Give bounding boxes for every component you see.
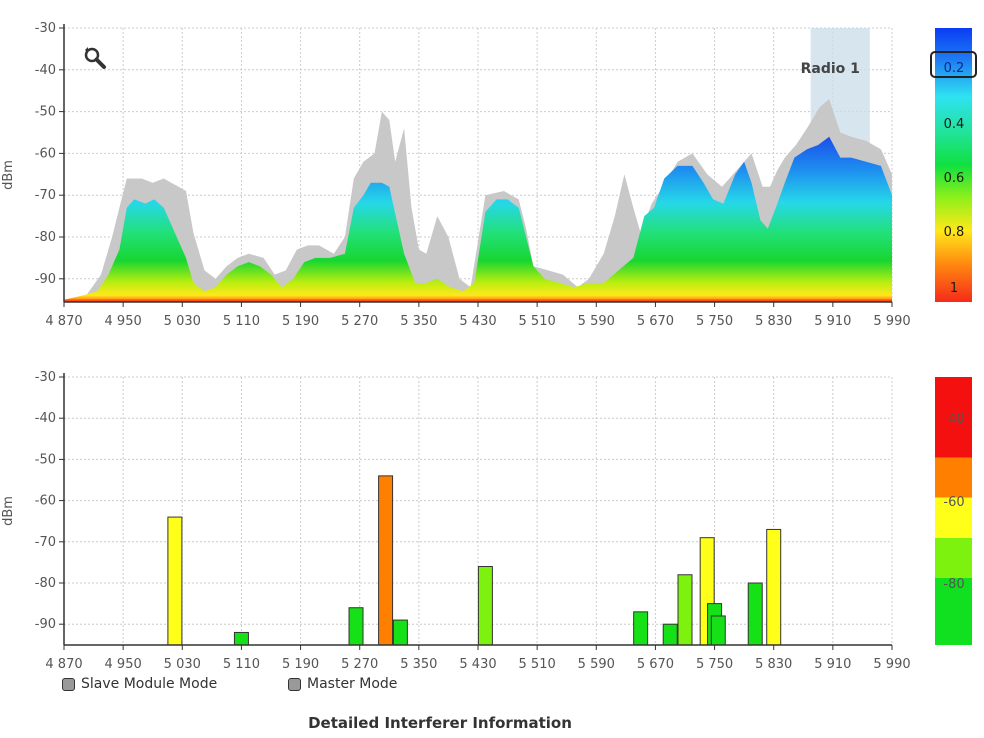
spectrum-y-axis-label: dBm xyxy=(1,160,16,190)
interferer-bar[interactable] xyxy=(392,619,408,646)
x-tick-label: 5 030 xyxy=(164,657,201,672)
legend-slave-module-mode[interactable]: Slave Module Mode xyxy=(62,676,217,692)
x-tick-label: 5 110 xyxy=(223,657,260,672)
y-tick-label: -60 xyxy=(35,494,56,509)
x-tick-label: 5 830 xyxy=(755,314,792,329)
interferer-bar[interactable] xyxy=(710,615,726,646)
x-tick-label: 4 950 xyxy=(105,657,142,672)
interferer-bar[interactable] xyxy=(747,582,763,646)
x-tick-label: 5 910 xyxy=(814,657,851,672)
x-tick-label: 5 030 xyxy=(164,314,201,329)
y-tick-label: -90 xyxy=(35,617,56,632)
y-tick-label: -40 xyxy=(35,63,56,78)
density-scale-labels: 0.2 0.4 0.6 0.8 1 xyxy=(944,61,965,296)
interferer-bar[interactable] xyxy=(766,528,782,646)
dbm-scale-bar xyxy=(935,377,972,645)
zoom-reset-icon[interactable] xyxy=(84,47,106,69)
x-tick-label: 5 190 xyxy=(282,314,319,329)
x-tick-label: 5 430 xyxy=(459,314,496,329)
y-tick-label: -80 xyxy=(35,230,56,245)
dbm-scale-label: -60 xyxy=(943,495,964,510)
spectrum-chart[interactable]: Radio 1 -30 -40 -50 -60 -70 -80 -90 4 870 4 950 5… xyxy=(0,0,984,350)
legend-slave-label: Slave Module Mode xyxy=(81,676,218,692)
x-tick-label: 5 270 xyxy=(341,314,378,329)
density-scale-label: 0.6 xyxy=(944,171,965,186)
y-tick-label: -70 xyxy=(35,188,56,203)
x-tick-label: 5 430 xyxy=(459,657,496,672)
y-tick-label: -30 xyxy=(35,370,56,385)
interferer-axes: -30 -40 -50 -60 -70 -80 -90 4 870 4 950 5 030 5 11… xyxy=(35,370,911,672)
interferer-bar[interactable] xyxy=(233,631,249,646)
density-scale-selector[interactable] xyxy=(930,51,977,78)
density-scale-label: 1 xyxy=(950,281,958,296)
x-tick-label: 5 750 xyxy=(696,657,733,672)
interferer-y-axis-label: dBm xyxy=(1,496,16,526)
x-tick-label: 5 590 xyxy=(578,657,615,672)
density-scale-bar xyxy=(935,28,972,302)
legend-master-label: Master Mode xyxy=(307,676,398,692)
interferer-bar[interactable] xyxy=(677,574,693,646)
interferer-gridlines xyxy=(63,376,893,645)
x-tick-label: 4 870 xyxy=(45,657,82,672)
dbm-scale-label: -40 xyxy=(943,412,964,427)
y-tick-label: -50 xyxy=(35,452,56,467)
legend-slave-swatch xyxy=(62,677,75,691)
x-tick-label: 5 830 xyxy=(755,657,792,672)
x-tick-label: 5 590 xyxy=(578,314,615,329)
interferer-bars xyxy=(167,475,782,646)
interferer-bar[interactable] xyxy=(477,566,493,646)
interferer-bar[interactable] xyxy=(662,623,678,646)
interferer-bar[interactable] xyxy=(167,516,183,646)
x-tick-label: 5 510 xyxy=(519,657,556,672)
y-tick-label: -30 xyxy=(35,21,56,36)
y-tick-label: -60 xyxy=(35,146,56,161)
y-tick-label: -90 xyxy=(35,272,56,287)
y-tick-label: -50 xyxy=(35,105,56,120)
interferer-bar[interactable] xyxy=(633,611,649,646)
interferer-bar[interactable] xyxy=(378,475,394,646)
x-tick-label: 5 350 xyxy=(400,314,437,329)
x-tick-label: 5 350 xyxy=(400,657,437,672)
spectrum-axes: -30 -40 -50 -60 -70 -80 -90 4 870 4 950 5 030 5 11… xyxy=(35,21,911,329)
legend-master-mode[interactable]: Master Mode xyxy=(288,676,397,692)
x-tick-label: 5 510 xyxy=(519,314,556,329)
legend-master-swatch xyxy=(288,677,301,691)
x-tick-label: 4 870 xyxy=(45,314,82,329)
x-tick-label: 5 110 xyxy=(223,314,260,329)
x-tick-label: 5 270 xyxy=(341,657,378,672)
x-tick-label: 5 910 xyxy=(814,314,851,329)
density-scale-label: 0.8 xyxy=(944,225,965,240)
x-tick-label: 5 670 xyxy=(637,657,674,672)
density-scale-label: 0.2 xyxy=(944,61,965,76)
x-tick-label: 5 750 xyxy=(696,314,733,329)
x-tick-label: 5 990 xyxy=(873,314,910,329)
x-tick-label: 4 950 xyxy=(105,314,142,329)
y-tick-label: -70 xyxy=(35,535,56,550)
detailed-interferer-info-link[interactable]: Detailed Interferer Information xyxy=(308,714,572,732)
interferer-chart[interactable]: -30 -40 -50 -60 -70 -80 -90 4 870 4 950 5 030 5 11… xyxy=(0,350,984,690)
y-tick-label: -40 xyxy=(35,411,56,426)
x-tick-label: 5 990 xyxy=(873,657,910,672)
interferer-bar[interactable] xyxy=(348,607,364,646)
radio-1-label: Radio 1 xyxy=(801,61,860,77)
spectrum-density-area xyxy=(64,136,892,302)
dbm-scale-label: -80 xyxy=(943,577,964,592)
x-tick-label: 5 670 xyxy=(637,314,674,329)
x-tick-label: 5 190 xyxy=(282,657,319,672)
y-tick-label: -80 xyxy=(35,576,56,591)
density-scale-label: 0.4 xyxy=(944,117,965,132)
dbm-scale-labels: -40 -60 -80 xyxy=(943,412,964,592)
